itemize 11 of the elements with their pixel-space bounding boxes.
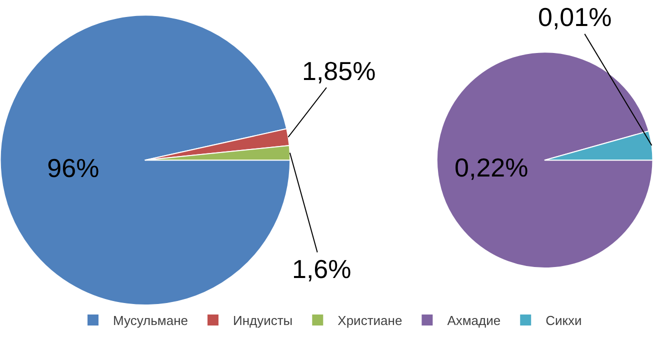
data-label: 0,22% [454,152,528,182]
legend-label: Христиане [338,313,402,328]
legend-label: Мусульмане [113,313,188,328]
data-label: 1,6% [292,254,352,284]
data-label: 0,01% [538,2,612,32]
legend-label: Индуисты [232,313,293,328]
pie-slice [436,52,654,268]
legend-label: Сикхи [546,313,582,328]
data-label: 96% [47,153,100,184]
legend-label: Ахмадие [447,313,501,328]
data-label: 1,85% [302,56,376,86]
